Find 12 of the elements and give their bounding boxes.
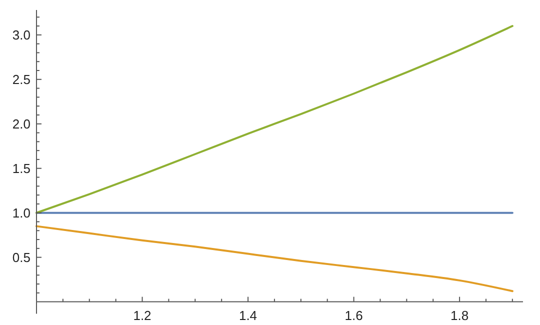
y-tick-label: 2.0 [12,116,30,132]
x-tick-label: 1.6 [344,308,363,323]
y-tick-label: 3.0 [12,27,30,42]
y-tick-label: 2.5 [12,72,30,87]
y-tick-label: 1.0 [12,205,30,220]
x-tick-label: 1.8 [450,308,469,323]
x-tick-label: 1.4 [238,308,258,323]
x-tick-label: 1.2 [133,308,152,323]
y-tick-label: 1.5 [12,160,30,176]
line-series [36,25,514,214]
y-tick-label: 0.5 [12,250,30,265]
line-series [36,225,514,292]
